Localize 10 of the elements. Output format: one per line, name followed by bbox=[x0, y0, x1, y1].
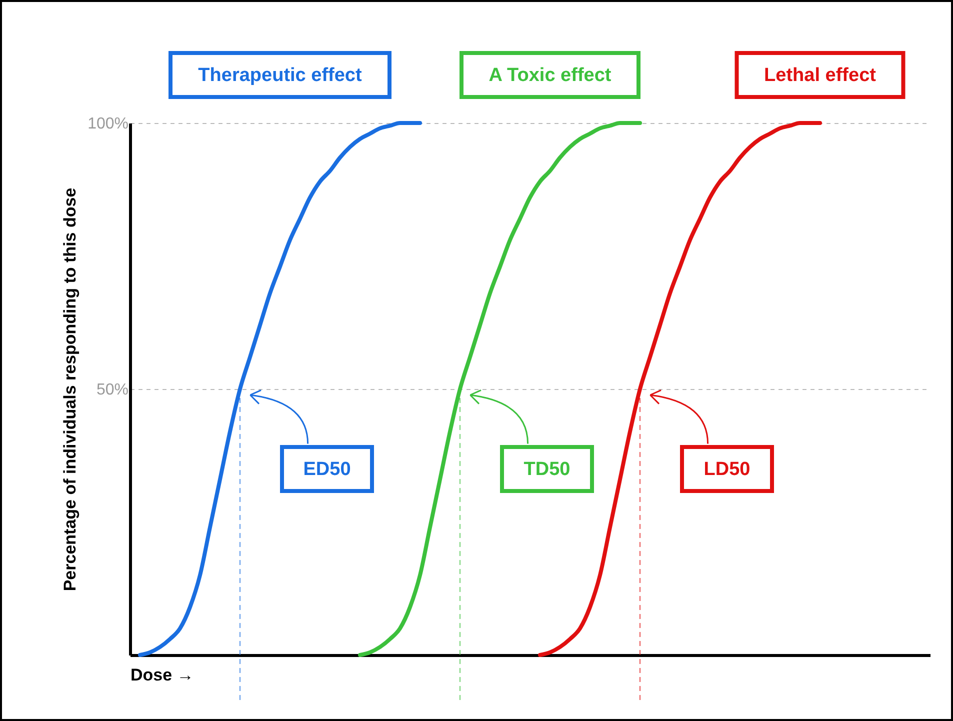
y-tick-label: 50% bbox=[96, 382, 128, 398]
x-axis-title: Dose → bbox=[130, 666, 194, 684]
series-label: A Toxic effect bbox=[488, 65, 612, 86]
text: Therapeutic effect bbox=[198, 65, 362, 86]
text: Lethal effect bbox=[764, 65, 877, 86]
y-tick-label: 100% bbox=[88, 116, 128, 132]
annotation: LD50 bbox=[704, 459, 750, 480]
annotation: TD50 bbox=[524, 459, 570, 480]
annotation: ED50 bbox=[303, 459, 351, 480]
y-axis-title: Percentage of individuals responding to this dose bbox=[60, 188, 80, 592]
